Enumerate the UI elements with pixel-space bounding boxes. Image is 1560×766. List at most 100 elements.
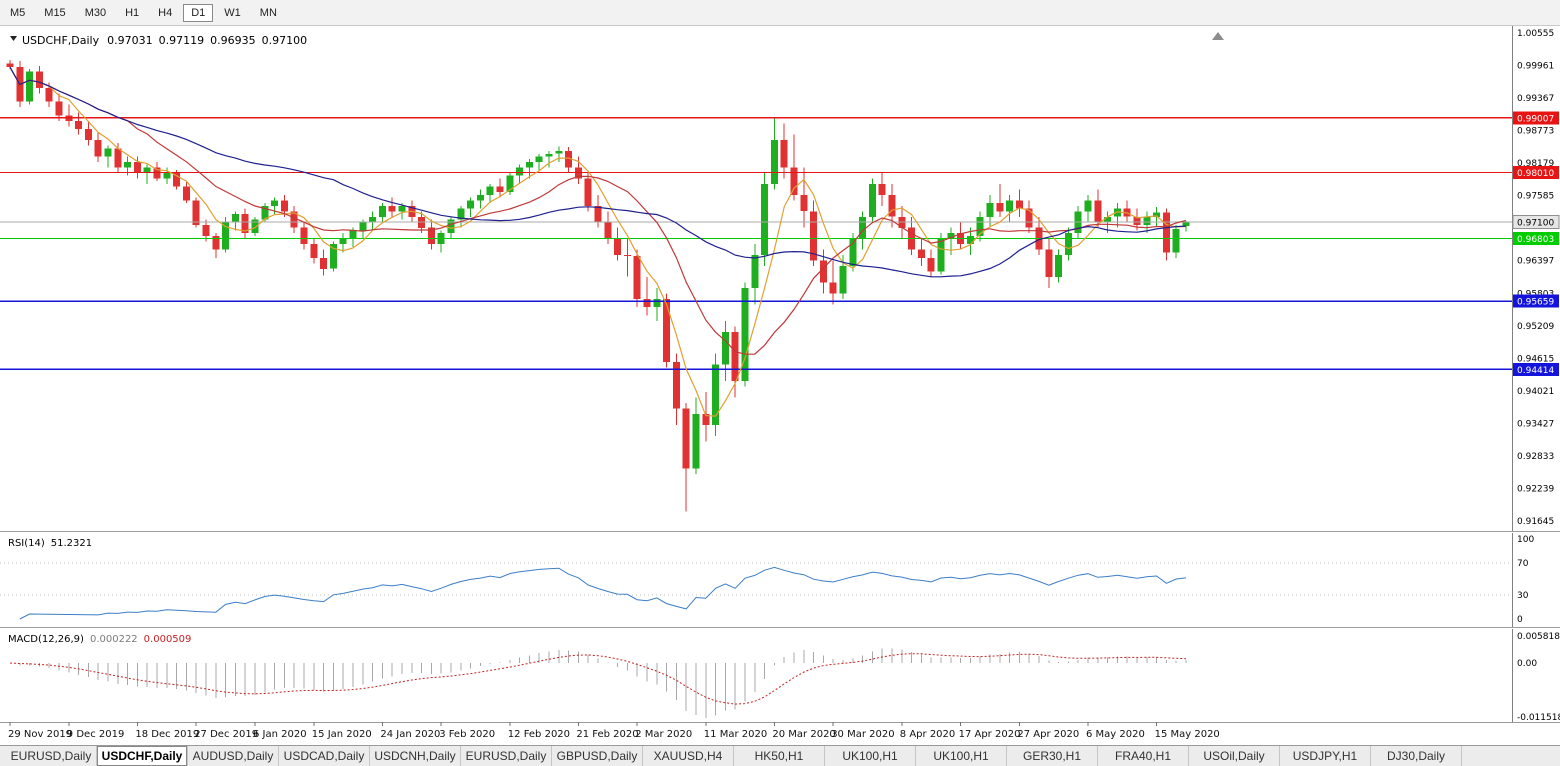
candle-body (271, 200, 279, 206)
price-axis-label: 0.91645 (1517, 517, 1554, 527)
date-label: 21 Feb 2020 (576, 729, 638, 740)
candle-body (741, 288, 749, 382)
rsi-label: RSI(14) 51.2321 (8, 538, 92, 549)
chart-tab-uk100-h1[interactable]: UK100,H1 (916, 746, 1007, 766)
timeframe-button-h1[interactable]: H1 (125, 6, 140, 19)
chart-title: USDCHF,Daily 0.97031 0.97119 0.96935 0.97100 (22, 34, 307, 47)
price-axis[interactable]: 1.00555 0.99961 0.99367 0.98773 0.98179 0.975… (1512, 26, 1560, 723)
candle-body (1015, 200, 1023, 209)
candle-body (369, 216, 377, 223)
candle-body (447, 219, 455, 234)
date-label: 27 Dec 2019 (194, 729, 258, 740)
date-label: 17 Apr 2020 (959, 729, 1021, 740)
chart-tab-ger30-h1[interactable]: GER30,H1 (1007, 746, 1098, 766)
candle-body (917, 249, 925, 258)
chart-tab-usdchf-daily[interactable]: USDCHF,Daily (97, 746, 188, 766)
price-badge-0.97100[interactable]: 0.97100 (1512, 215, 1560, 230)
chart-dropdown-icon[interactable] (10, 36, 17, 41)
candle-body (614, 238, 622, 256)
chart-tabbar: EURUSD,Daily USDCHF,Daily AUDUSD,Daily USDC… (0, 745, 1560, 766)
date-label: 3 Feb 2020 (439, 729, 495, 740)
candle-body (133, 162, 141, 173)
candle-body (643, 298, 651, 308)
candle-body (329, 244, 337, 269)
chart-tab-usdcnh-daily[interactable]: USDCNH,Daily (370, 746, 461, 766)
date-label: 24 Jan 2020 (380, 729, 440, 740)
candle-body (124, 162, 132, 168)
moving-averages (9, 66, 1187, 417)
price-badge-0.98010[interactable]: 0.98010 (1513, 165, 1559, 179)
date-label: 20 Mar 2020 (772, 729, 835, 740)
chart-tab-fra40-h1[interactable]: FRA40,H1 (1098, 746, 1189, 766)
candle-body (1113, 208, 1121, 217)
chart-canvas[interactable]: 1.00555 0.99961 0.99367 0.98773 0.98179 0.975… (0, 26, 1560, 745)
candle-body (1172, 228, 1180, 253)
chart-tab-audusd-daily[interactable]: AUDUSD,Daily (188, 746, 279, 766)
date-label: 30 Mar 2020 (831, 729, 894, 740)
rsi-axis-label: 0 (1517, 615, 1523, 625)
chart-tab-xauusd-h4[interactable]: XAUUSD,H4 (643, 746, 734, 766)
chart-tab-usdjpy-h1[interactable]: USDJPY,H1 (1280, 746, 1371, 766)
macd-signal-line (9, 653, 1187, 705)
timeframe-button-m5[interactable]: M5 (10, 6, 26, 19)
candle-body (878, 183, 886, 195)
candle-body (26, 71, 34, 102)
price-axis-label: 0.99961 (1517, 62, 1554, 72)
candle-body (1055, 255, 1063, 277)
chart-tab-dj30-daily[interactable]: DJ30,Daily (1371, 746, 1462, 766)
rsi-axis-label: 100 (1517, 535, 1534, 545)
pane-frames (0, 531, 1560, 723)
candle-body (1104, 216, 1112, 223)
candle-body (1025, 208, 1033, 228)
candle-body (231, 214, 239, 223)
date-label: 6 May 2020 (1086, 729, 1145, 740)
timeframe-button-d1[interactable]: D1 (183, 3, 214, 22)
timeframe-button-h4[interactable]: H4 (158, 6, 173, 19)
candle-body (359, 222, 367, 231)
price-badge-0.95659[interactable]: 0.95659 (1513, 294, 1559, 308)
candle-body (751, 255, 759, 288)
candle-body (427, 227, 435, 245)
timeframe-button-m15[interactable]: M15 (44, 6, 66, 19)
chart-tab-hk50-h1[interactable]: HK50,H1 (734, 746, 825, 766)
candle-body (525, 162, 533, 168)
candle-body (604, 222, 612, 239)
price-axis-label: 0.98773 (1517, 127, 1554, 137)
chart-area: 1.00555 0.99961 0.99367 0.98773 0.98179 0.975… (0, 26, 1560, 745)
price-badge-0.94414[interactable]: 0.94414 (1513, 362, 1559, 376)
candle-body (496, 186, 504, 193)
chart-tab-eurusd-daily[interactable]: EURUSD,Daily (6, 746, 97, 766)
price-badge-0.99007[interactable]: 0.99007 (1513, 111, 1559, 125)
candle-body (1045, 249, 1053, 277)
chart-tab-eurusd-daily[interactable]: EURUSD,Daily (461, 746, 552, 766)
timeframe-button-mn[interactable]: MN (259, 6, 277, 19)
candle-body (1143, 216, 1151, 225)
price-badge-0.96803[interactable]: 0.96803 (1513, 232, 1559, 245)
price-axis-label: 0.98179 (1517, 159, 1554, 169)
date-label: 15 Jan 2020 (312, 729, 372, 740)
candle-body (986, 203, 994, 217)
timeframe-button-w1[interactable]: W1 (224, 6, 241, 19)
candle-body (45, 88, 53, 102)
candle-body (927, 257, 935, 272)
rsi-pane (0, 562, 1512, 620)
candle-body (1084, 200, 1092, 212)
chart-tab-usoil-daily[interactable]: USOil,Daily (1189, 746, 1280, 766)
candle-body (94, 140, 102, 157)
candle-body (398, 205, 406, 212)
svg-text:0.94414: 0.94414 (1517, 366, 1554, 376)
candle-body (565, 151, 573, 168)
rsi-axis-label: 30 (1517, 591, 1529, 601)
macd-axis-label-bottom: -0.011518 (1517, 713, 1560, 723)
chart-tab-uk100-h1[interactable]: UK100,H1 (825, 746, 916, 766)
chart-tab-usdcad-daily[interactable]: USDCAD,Daily (279, 746, 370, 766)
price-axis-label: 0.92239 (1517, 485, 1554, 495)
chart-tab-gbpusd-daily[interactable]: GBPUSD,Daily (552, 746, 643, 766)
timeframe-button-m30[interactable]: M30 (84, 6, 107, 19)
candle-body (761, 183, 769, 256)
rsi-line (19, 566, 1187, 620)
price-axis-label: 0.99367 (1517, 94, 1554, 104)
candle-body (996, 203, 1004, 212)
candle-body (163, 172, 171, 179)
